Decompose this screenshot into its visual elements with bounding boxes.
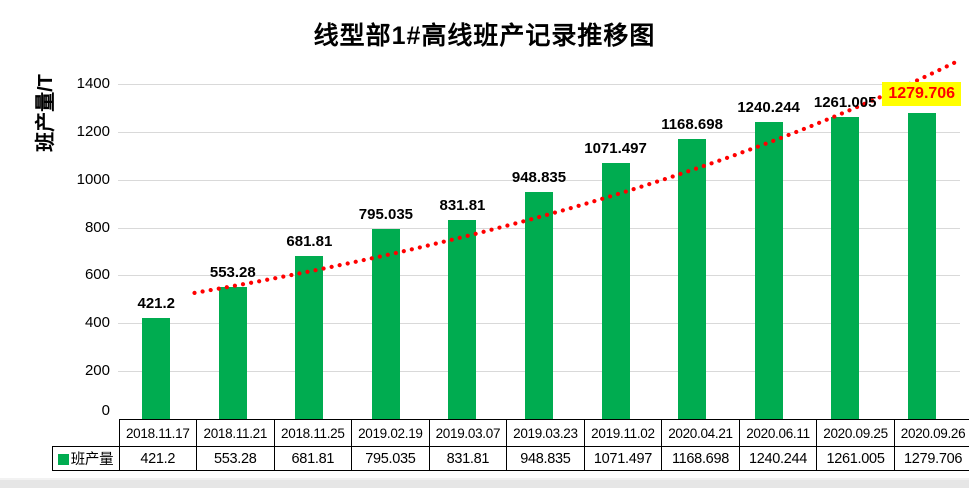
y-tick-label: 400 xyxy=(84,314,110,332)
date-cell: 2020.09.25 xyxy=(816,419,895,447)
date-cell: 2018.11.17 xyxy=(118,419,198,447)
date-cell: 2018.11.25 xyxy=(273,419,353,447)
legend-cell: 班产量 xyxy=(51,446,120,471)
y-tick-label: 600 xyxy=(84,266,110,284)
bar-value-label: 1071.497 xyxy=(584,139,647,157)
highlighted-value-label: 1279.706 xyxy=(852,81,969,106)
bar xyxy=(678,139,707,419)
value-cell: 1240.244 xyxy=(738,446,818,471)
legend-label: 班产量 xyxy=(70,452,114,468)
table-corner-spacer xyxy=(52,420,119,447)
bar xyxy=(142,318,171,419)
bar-value-label: 553.28 xyxy=(209,263,256,281)
bar xyxy=(754,122,783,419)
bar-value-label: 795.035 xyxy=(358,205,414,223)
bar xyxy=(831,117,860,419)
value-cell: 421.2 xyxy=(118,446,198,471)
bar-value-label: 948.835 xyxy=(511,168,567,186)
bar xyxy=(525,191,553,419)
date-cell: 2018.11.21 xyxy=(196,419,275,447)
bar xyxy=(371,228,400,419)
window-edge xyxy=(0,478,969,488)
date-cell: 2020.09.26 xyxy=(893,419,969,447)
date-row: 2018.11.17 2018.11.21 2018.11.25 2019.02.19… xyxy=(52,419,969,447)
highlight-box: 1279.706 xyxy=(882,81,962,106)
bar-value-label: 1261.005 xyxy=(813,94,877,112)
bar-value-label: 1168.698 xyxy=(661,116,723,134)
value-cell: 831.81 xyxy=(428,446,508,471)
value-cell: 1071.497 xyxy=(583,446,663,471)
date-cell: 2020.06.11 xyxy=(738,419,818,447)
bar xyxy=(907,112,936,419)
value-cell: 1279.706 xyxy=(893,446,969,471)
bar-value-label: 421.2 xyxy=(137,295,176,313)
gridline xyxy=(118,83,960,85)
y-tick-label: 200 xyxy=(84,362,110,380)
y-tick-label: 800 xyxy=(84,218,110,236)
series-marker-icon xyxy=(57,454,69,465)
value-cell: 1168.698 xyxy=(661,446,740,471)
date-cell: 2019.11.02 xyxy=(583,419,663,447)
bar-value-label: 1240.244 xyxy=(737,99,800,117)
value-cell: 1261.005 xyxy=(816,446,895,471)
date-cell: 2019.03.07 xyxy=(428,419,508,447)
y-tick-label: 1400 xyxy=(76,74,110,92)
date-cell: 2019.02.19 xyxy=(351,419,430,447)
data-table: 2018.11.17 2018.11.21 2018.11.25 2019.02.19… xyxy=(51,419,969,471)
bar xyxy=(448,219,477,419)
chart-title: 线型部1#高线班产记录推移图 xyxy=(313,22,656,50)
bar-value-label: 681.81 xyxy=(286,232,333,250)
y-tick-label: 1200 xyxy=(76,122,110,140)
date-cell: 2020.04.21 xyxy=(661,419,740,447)
value-cell: 948.835 xyxy=(506,446,585,471)
bar xyxy=(601,162,630,419)
value-cell: 681.81 xyxy=(273,446,353,471)
value-cell: 553.28 xyxy=(196,446,275,471)
y-tick-label: 0 xyxy=(101,402,110,419)
date-cell: 2019.03.23 xyxy=(506,419,585,447)
bar-value-label: 831.81 xyxy=(439,196,486,214)
y-tick-label: 1000 xyxy=(76,170,110,188)
value-row: 班产量 421.2 553.28 681.81 795.035 831.81 948.835… xyxy=(51,446,969,471)
bar xyxy=(218,286,247,419)
value-cell: 795.035 xyxy=(351,446,430,471)
